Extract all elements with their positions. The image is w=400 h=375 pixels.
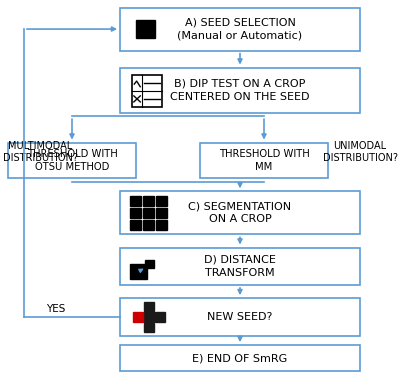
Text: D) DISTANCE
TRANSFORM: D) DISTANCE TRANSFORM [204,255,276,278]
Bar [130,264,147,279]
FancyBboxPatch shape [120,191,360,234]
Text: MULTIMODAL
DISTRIBUTION?: MULTIMODAL DISTRIBUTION? [2,141,78,163]
Bar [156,196,167,206]
FancyBboxPatch shape [120,68,360,112]
Text: YES: YES [46,304,66,314]
Bar [143,220,154,230]
Bar [130,196,141,206]
Text: THRESHOLD WITH
MM: THRESHOLD WITH MM [219,149,309,172]
Bar [144,302,154,311]
Bar [144,312,154,321]
FancyBboxPatch shape [120,298,360,336]
Bar [156,208,167,218]
Text: UNIMODAL
DISTRIBUTION?: UNIMODAL DISTRIBUTION? [322,141,398,163]
Bar [133,312,143,321]
Bar [145,260,154,268]
Bar [130,220,141,230]
Bar [155,312,165,321]
Text: THRESHOLD WITH
OTSU METHOD: THRESHOLD WITH OTSU METHOD [27,149,117,172]
Bar [143,196,154,206]
Text: A) SEED SELECTION
(Manual or Automatic): A) SEED SELECTION (Manual or Automatic) [178,18,302,40]
Bar [144,322,154,332]
Text: NEW SEED?: NEW SEED? [207,312,273,322]
Bar [132,75,162,107]
Text: B) DIP TEST ON A CROP
CENTERED ON THE SEED: B) DIP TEST ON A CROP CENTERED ON THE SE… [170,78,310,102]
Text: C) SEGMENTATION
ON A CROP: C) SEGMENTATION ON A CROP [188,201,292,224]
FancyBboxPatch shape [200,142,328,178]
Bar [156,220,167,230]
Bar [136,20,155,38]
Text: E) END OF SmRG: E) END OF SmRG [192,353,288,363]
Bar [143,208,154,218]
FancyBboxPatch shape [120,8,360,51]
FancyBboxPatch shape [120,345,360,371]
FancyBboxPatch shape [120,248,360,285]
FancyBboxPatch shape [8,142,136,178]
Bar [130,208,141,218]
